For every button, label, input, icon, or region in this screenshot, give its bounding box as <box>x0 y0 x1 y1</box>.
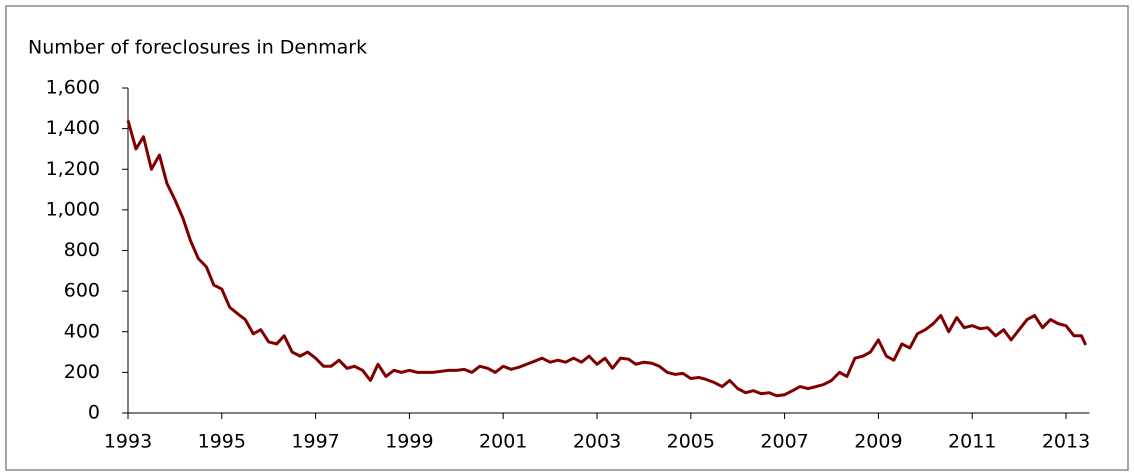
x-tick-label: 2009 <box>854 431 902 453</box>
x-tick-label: 1995 <box>198 431 246 453</box>
y-tick-label: 0 <box>88 402 100 424</box>
x-tick-label: 2007 <box>760 431 808 453</box>
x-tick-label: 1993 <box>104 431 152 453</box>
y-tick-label: 600 <box>64 280 100 302</box>
x-tick-label: 2001 <box>479 431 527 453</box>
chart-frame <box>5 5 1129 471</box>
y-tick-label: 1,000 <box>46 198 100 220</box>
x-tick-label: 2011 <box>948 431 996 453</box>
chart-title: Number of foreclosures in Denmark <box>28 37 367 59</box>
x-tick-label: 1997 <box>291 431 339 453</box>
y-tick-label: 1,200 <box>46 158 100 180</box>
y-tick-label: 200 <box>64 361 100 383</box>
y-tick-label: 400 <box>64 320 100 342</box>
x-tick-label: 1999 <box>385 431 433 453</box>
data-line <box>126 120 1088 398</box>
x-tick-label: 2003 <box>573 431 621 453</box>
y-tick-label: 800 <box>64 239 100 261</box>
y-tick-label: 1,600 <box>46 77 100 99</box>
x-tick-label: 2005 <box>667 431 715 453</box>
y-tick-label: 1,400 <box>46 117 100 139</box>
x-tick-label: 2013 <box>1042 431 1090 453</box>
